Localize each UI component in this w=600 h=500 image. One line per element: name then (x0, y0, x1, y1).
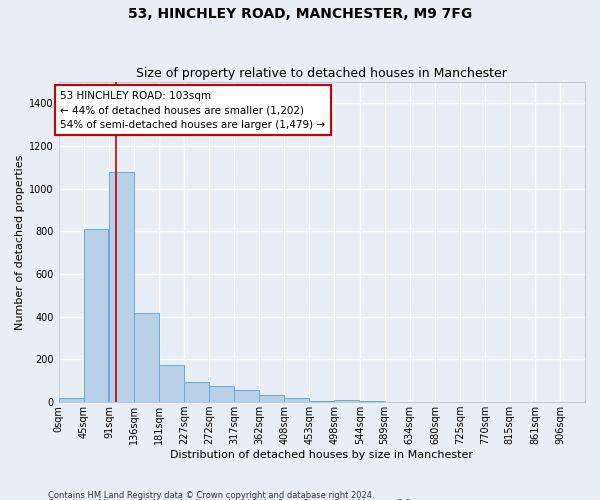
Text: Contains HM Land Registry data © Crown copyright and database right 2024.: Contains HM Land Registry data © Crown c… (48, 490, 374, 500)
Bar (59, 398, 83, 402)
Bar (134, 312, 159, 402)
Bar (234, 390, 259, 402)
Title: Size of property relative to detached houses in Manchester: Size of property relative to detached ho… (136, 66, 507, 80)
Bar (159, 365, 184, 402)
Text: 53 HINCHLEY ROAD: 103sqm
← 44% of detached houses are smaller (1,202)
54% of sem: 53 HINCHLEY ROAD: 103sqm ← 44% of detach… (61, 90, 325, 130)
Text: 53, HINCHLEY ROAD, MANCHESTER, M9 7FG: 53, HINCHLEY ROAD, MANCHESTER, M9 7FG (128, 8, 472, 22)
X-axis label: Distribution of detached houses by size in Manchester: Distribution of detached houses by size … (170, 450, 473, 460)
Bar (259, 395, 284, 402)
Bar (83, 230, 109, 402)
Bar (109, 172, 134, 402)
Bar (334, 400, 359, 402)
Bar (284, 398, 310, 402)
Bar (184, 382, 209, 402)
Y-axis label: Number of detached properties: Number of detached properties (15, 154, 25, 330)
Bar (209, 386, 234, 402)
Text: Contains public sector information licensed under the Open Government Licence v3: Contains public sector information licen… (48, 499, 413, 500)
